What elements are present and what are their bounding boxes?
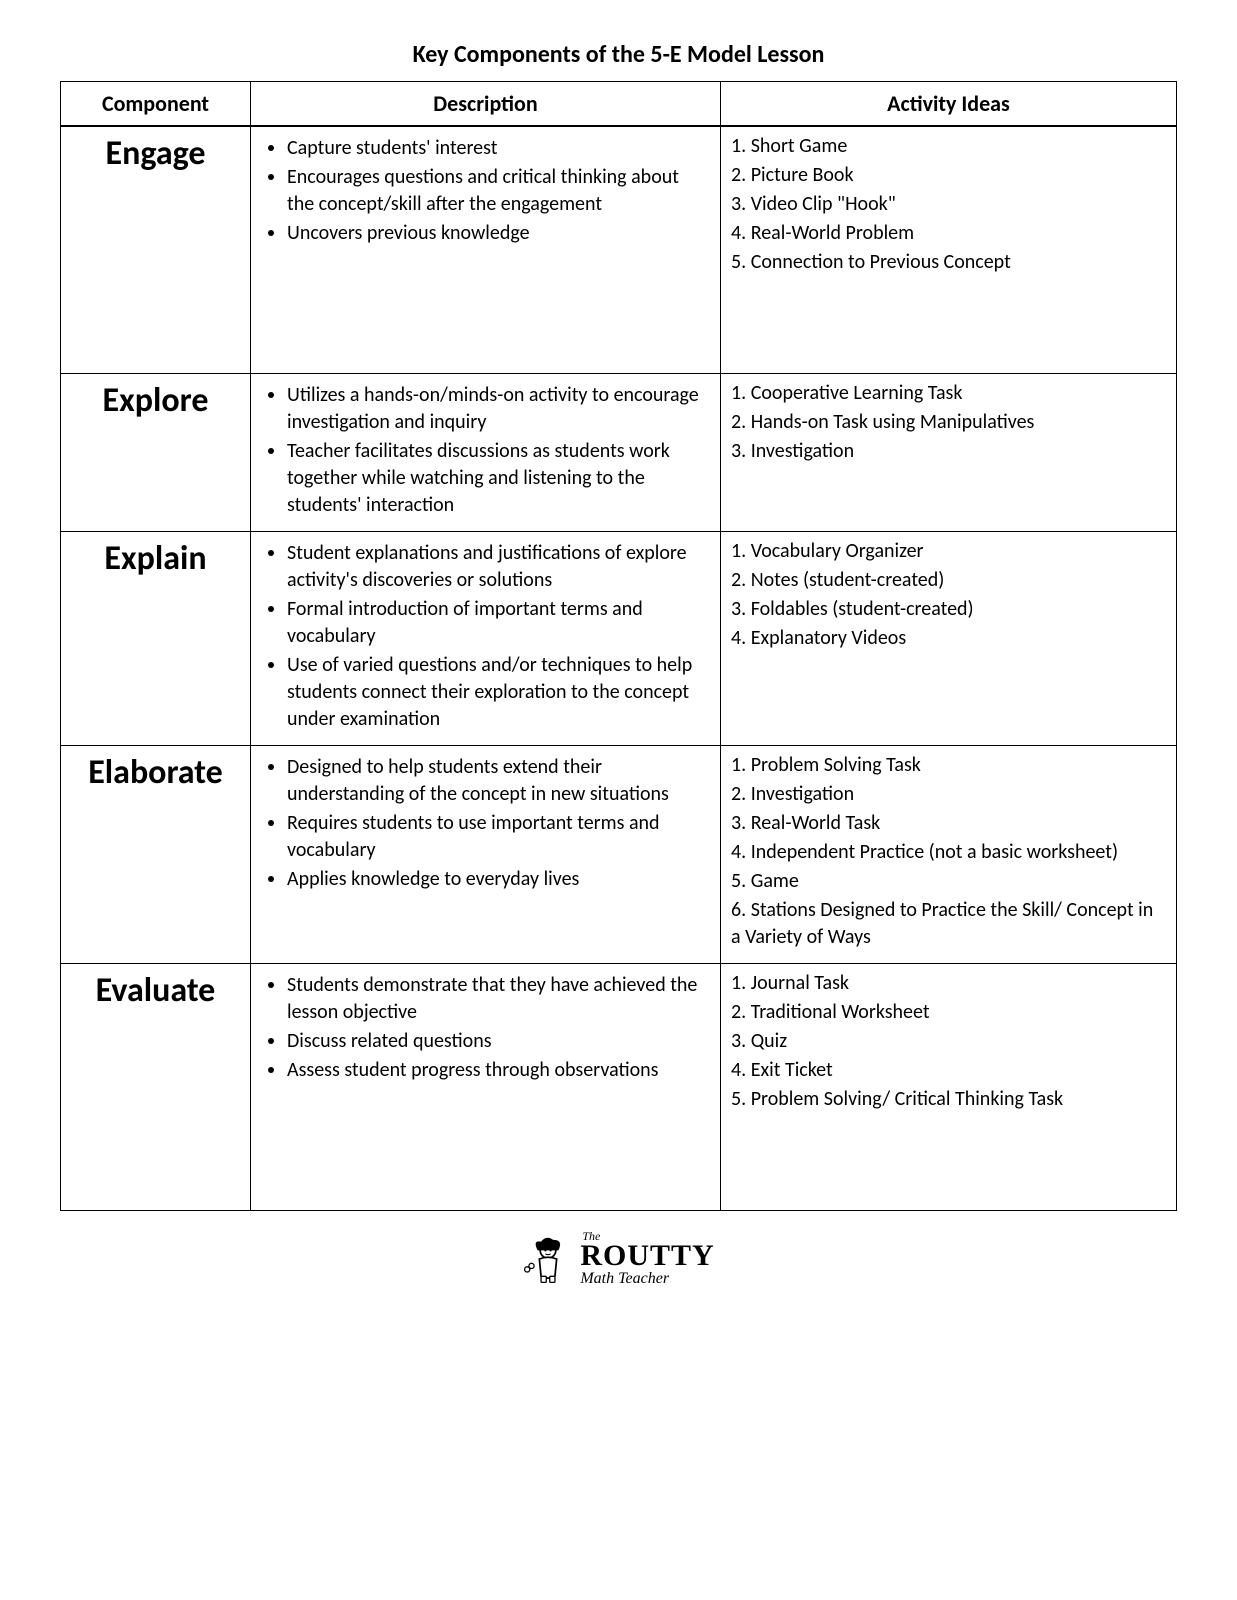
activity-item: 2. Hands-on Task using Manipulatives bbox=[731, 409, 1166, 436]
teacher-icon bbox=[522, 1233, 574, 1285]
table-row: Elaborate Designed to help students exte… bbox=[61, 746, 1177, 964]
description-item: Uncovers previous knowledge bbox=[287, 220, 710, 247]
activity-item: 3. Quiz bbox=[731, 1028, 1166, 1055]
page-title: Key Components of the 5-E Model Lesson bbox=[60, 40, 1177, 69]
activities-cell: 1. Short Game 2. Picture Book 3. Video C… bbox=[721, 126, 1177, 374]
component-name: Engage bbox=[61, 126, 251, 374]
activity-item: 3. Video Clip "Hook" bbox=[731, 191, 1166, 218]
component-name: Elaborate bbox=[61, 746, 251, 964]
component-name: Explain bbox=[61, 532, 251, 746]
description-cell: Student explanations and justifications … bbox=[251, 532, 721, 746]
table-header-row: Component Description Activity Ideas bbox=[61, 82, 1177, 127]
description-cell: Capture students' interest Encourages qu… bbox=[251, 126, 721, 374]
activity-item: 1. Problem Solving Task bbox=[731, 752, 1166, 779]
description-item: Students demonstrate that they have achi… bbox=[287, 972, 710, 1026]
table-row: Explain Student explanations and justifi… bbox=[61, 532, 1177, 746]
activities-cell: 1. Problem Solving Task 2. Investigation… bbox=[721, 746, 1177, 964]
description-cell: Utilizes a hands-on/minds-on activity to… bbox=[251, 374, 721, 532]
description-item: Encourages questions and critical thinki… bbox=[287, 164, 710, 218]
col-header-component: Component bbox=[61, 82, 251, 127]
footer-sub: Math Teacher bbox=[580, 1271, 714, 1286]
activity-item: 3. Foldables (student-created) bbox=[731, 596, 1166, 623]
footer-logo: The ROUTTY Math Teacher bbox=[60, 1231, 1177, 1290]
description-item: Assess student progress through observat… bbox=[287, 1057, 710, 1084]
activity-item: 2. Traditional Worksheet bbox=[731, 999, 1166, 1026]
activity-item: 2. Picture Book bbox=[731, 162, 1166, 189]
description-item: Student explanations and justifications … bbox=[287, 540, 710, 594]
footer-brand: ROUTTY bbox=[580, 1242, 714, 1271]
activities-cell: 1. Journal Task 2. Traditional Worksheet… bbox=[721, 964, 1177, 1211]
description-item: Utilizes a hands-on/minds-on activity to… bbox=[287, 382, 710, 436]
activity-item: 5. Game bbox=[731, 868, 1166, 895]
description-cell: Designed to help students extend their u… bbox=[251, 746, 721, 964]
table-row: Evaluate Students demonstrate that they … bbox=[61, 964, 1177, 1211]
activity-item: 1. Cooperative Learning Task bbox=[731, 380, 1166, 407]
activity-item: 4. Real-World Problem bbox=[731, 220, 1166, 247]
table-row: Engage Capture students' interest Encour… bbox=[61, 126, 1177, 374]
activity-item: 3. Real-World Task bbox=[731, 810, 1166, 837]
description-item: Discuss related questions bbox=[287, 1028, 710, 1055]
component-name: Evaluate bbox=[61, 964, 251, 1211]
col-header-activities: Activity Ideas bbox=[721, 82, 1177, 127]
activity-item: 1. Vocabulary Organizer bbox=[731, 538, 1166, 565]
component-name: Explore bbox=[61, 374, 251, 532]
description-item: Capture students' interest bbox=[287, 135, 710, 162]
activity-item: 5. Problem Solving/ Critical Thinking Ta… bbox=[731, 1086, 1166, 1113]
description-item: Applies knowledge to everyday lives bbox=[287, 866, 710, 893]
activity-item: 2. Notes (student-created) bbox=[731, 567, 1166, 594]
col-header-description: Description bbox=[251, 82, 721, 127]
activity-item: 4. Independent Practice (not a basic wor… bbox=[731, 839, 1166, 866]
activity-item: 4. Exit Ticket bbox=[731, 1057, 1166, 1084]
description-cell: Students demonstrate that they have achi… bbox=[251, 964, 721, 1211]
components-table: Component Description Activity Ideas Eng… bbox=[60, 81, 1177, 1211]
description-item: Designed to help students extend their u… bbox=[287, 754, 710, 808]
table-row: Explore Utilizes a hands-on/minds-on act… bbox=[61, 374, 1177, 532]
activities-cell: 1. Cooperative Learning Task 2. Hands-on… bbox=[721, 374, 1177, 532]
activity-item: 4. Explanatory Videos bbox=[731, 625, 1166, 652]
activity-item: 3. Investigation bbox=[731, 438, 1166, 465]
activity-item: 1. Short Game bbox=[731, 133, 1166, 160]
activity-item: 5. Connection to Previous Concept bbox=[731, 249, 1166, 276]
description-item: Teacher facilitates discussions as stude… bbox=[287, 438, 710, 519]
activity-item: 2. Investigation bbox=[731, 781, 1166, 808]
description-item: Use of varied questions and/or technique… bbox=[287, 652, 710, 733]
description-item: Requires students to use important terms… bbox=[287, 810, 710, 864]
activities-cell: 1. Vocabulary Organizer 2. Notes (studen… bbox=[721, 532, 1177, 746]
activity-item: 1. Journal Task bbox=[731, 970, 1166, 997]
description-item: Formal introduction of important terms a… bbox=[287, 596, 710, 650]
activity-item: 6. Stations Designed to Practice the Ski… bbox=[731, 897, 1166, 951]
